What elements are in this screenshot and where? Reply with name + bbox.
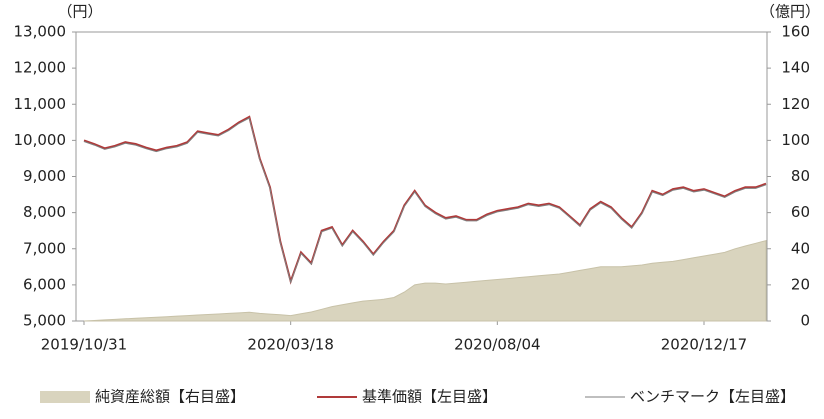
y-tick-label: 10,000 (14, 131, 67, 149)
y2-tick-label: 80 (791, 167, 810, 185)
y2-tick-label: 0 (800, 312, 810, 330)
y-unit: （円） (57, 3, 102, 21)
y2-tick-label: 20 (791, 275, 810, 293)
y-tick-label: 5,000 (23, 312, 66, 330)
y2-tick-label: 120 (781, 95, 810, 113)
y-tick-label: 7,000 (23, 239, 66, 257)
area (83, 239, 767, 322)
x-tick-label: 2020/08/04 (454, 336, 540, 354)
y2-tick-label: 140 (781, 59, 810, 77)
y2-tick-label: 60 (791, 203, 810, 221)
y-tick-label: 9,000 (23, 167, 66, 185)
legend-swatch (40, 391, 90, 403)
x-tick-label: 2019/10/31 (41, 336, 127, 354)
x-tick-label: 2020/12/17 (661, 336, 747, 354)
y-tick-label: 6,000 (23, 275, 66, 293)
x-tick-label: 2020/03/18 (247, 336, 333, 354)
y2-tick-label: 100 (781, 131, 810, 149)
y2-unit: （億円） (760, 3, 820, 21)
legend-label: 純資産総額【右目盛】 (95, 388, 245, 406)
line (83, 115, 767, 285)
y-tick-label: 11,000 (14, 95, 67, 113)
y-tick-label: 8,000 (23, 203, 66, 221)
y-tick-label: 12,000 (14, 59, 67, 77)
y2-tick-label: 160 (781, 23, 810, 41)
line (83, 117, 767, 284)
legend-label: 基準価額【左目盛】 (362, 388, 497, 406)
legend-label: ベンチマーク【左目盛】 (630, 388, 795, 406)
y-tick-label: 13,000 (14, 23, 67, 41)
y2-tick-label: 40 (791, 239, 810, 257)
